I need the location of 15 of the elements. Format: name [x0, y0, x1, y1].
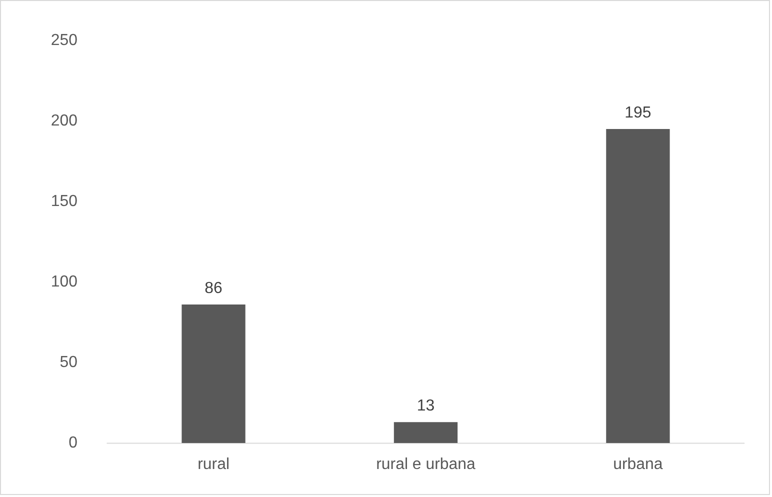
- bar: [394, 422, 458, 444]
- bar: [606, 129, 670, 444]
- data-label: 195: [624, 104, 652, 122]
- y-tick-label: 100: [50, 273, 78, 290]
- x-tick-label: urbana: [613, 456, 663, 473]
- x-tick-label: rural e urbana: [376, 456, 476, 473]
- y-tick-label: 250: [50, 32, 78, 49]
- data-label: 13: [416, 398, 435, 415]
- x-tick-label: rural: [198, 456, 230, 473]
- y-tick-label: 0: [68, 434, 78, 452]
- y-tick-label: 50: [60, 354, 78, 371]
- y-tick-label: 150: [50, 192, 78, 210]
- bar: [182, 304, 246, 444]
- y-tick-label: 200: [50, 112, 78, 130]
- data-label: 86: [204, 280, 223, 297]
